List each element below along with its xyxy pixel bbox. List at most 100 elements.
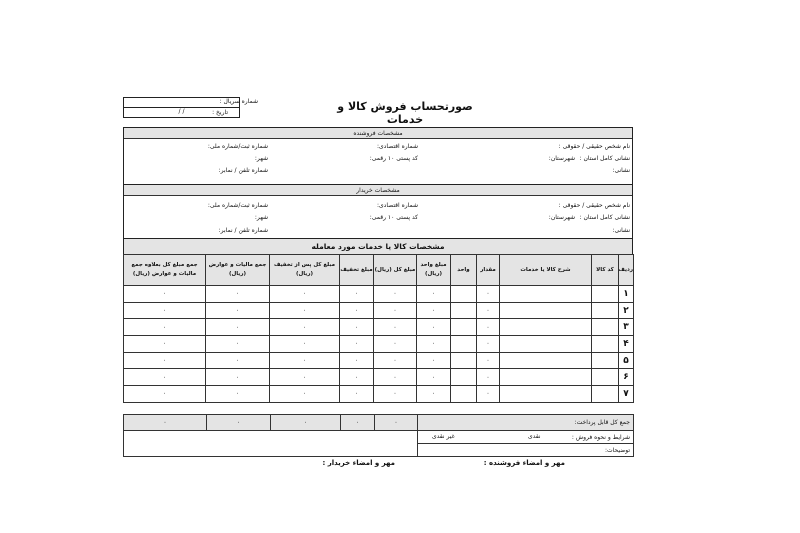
seller-postal-label: کد پستی ۱۰ رقمی: (369, 155, 418, 162)
table-cell[interactable]: ۰ (269, 285, 340, 303)
sale-terms: شرایط و نحوه فروش : نقدی غیر نقدی (417, 430, 634, 444)
table-cell[interactable]: ۰ (123, 385, 206, 403)
table-cell[interactable] (591, 285, 619, 303)
table-cell[interactable]: ۰ (373, 301, 417, 320)
table-cell[interactable]: ۰ (339, 351, 374, 370)
table-cell[interactable]: ۰ (123, 335, 206, 353)
table-cell[interactable]: ۰ (269, 318, 340, 337)
table-cell[interactable] (450, 285, 477, 303)
date-label: تاریخ : (212, 109, 228, 116)
table-cell[interactable]: ۰ (416, 335, 451, 353)
table-cell[interactable]: ۰ (205, 335, 270, 353)
cash-option[interactable]: نقدی (528, 433, 541, 440)
col-row: ردیف (618, 254, 634, 286)
buyer-national-label: شماره ثبت/شماره ملی: (207, 202, 268, 209)
table-cell[interactable] (499, 351, 592, 370)
row-number: ۱ (618, 285, 634, 303)
table-cell[interactable] (591, 368, 619, 387)
table-cell[interactable] (591, 335, 619, 353)
table-cell[interactable]: ۰ (339, 385, 374, 403)
table-cell[interactable]: ۰ (416, 368, 451, 387)
sale-terms-label: شرایط و نحوه فروش : (571, 433, 630, 441)
table-cell[interactable] (591, 301, 619, 320)
table-cell[interactable]: ۰ (416, 285, 451, 303)
table-cell[interactable]: ۰ (416, 385, 451, 403)
seller-signature-label: مهر و امضاء فروشنده : (483, 459, 565, 467)
page-title: صورتحساب فروش کالا و خدمات (337, 100, 473, 126)
table-cell[interactable]: ۰ (476, 351, 500, 370)
col-total: مبلغ کل (ریال) (373, 254, 417, 286)
table-cell[interactable] (499, 285, 592, 303)
col-code: کد کالا (591, 254, 619, 286)
serial-label: شماره سریال : (219, 98, 258, 105)
table-cell[interactable] (450, 368, 477, 387)
totals-table: جمع کل قابل پرداخت: ۰ ۰ ۰ ۰ ۰ شرایط و نح… (123, 414, 634, 457)
table-cell[interactable]: ۰ (476, 368, 500, 387)
row-number: ۳ (618, 318, 634, 337)
table-cell[interactable]: ۰ (416, 318, 451, 337)
table-cell[interactable]: ۰ (205, 318, 270, 337)
seller-phone-label: شماره تلفن / نمابر: (218, 167, 268, 174)
table-cell[interactable]: ۰ (476, 335, 500, 353)
table-cell[interactable] (450, 351, 477, 370)
table-cell[interactable]: ۰ (476, 385, 500, 403)
table-cell[interactable]: ۰ (373, 351, 417, 370)
total-sum: ۰ (374, 414, 418, 431)
col-tax: جمع مالیات و عوارض (ریال) (205, 254, 270, 286)
table-cell[interactable] (591, 318, 619, 337)
buyer-name-label: نام شخص حقیقی / حقوقی : (558, 202, 630, 209)
notes-area[interactable] (123, 430, 418, 457)
date-field[interactable]: / / (123, 107, 240, 118)
table-cell[interactable]: ۰ (476, 318, 500, 337)
table-cell[interactable]: ۰ (269, 301, 340, 320)
table-cell[interactable]: ۰ (373, 285, 417, 303)
col-discount: مبلغ تخفیف (339, 254, 374, 286)
table-cell[interactable] (499, 385, 592, 403)
table-cell[interactable]: ۰ (123, 301, 206, 320)
table-cell[interactable]: ۰ (373, 318, 417, 337)
table-cell[interactable]: ۰ (205, 285, 270, 303)
table-cell[interactable]: ۰ (373, 335, 417, 353)
table-cell[interactable]: ۰ (416, 301, 451, 320)
goods-header: مشخصات کالا یا خدمات مورد معامله (124, 238, 632, 254)
table-cell[interactable] (499, 335, 592, 353)
table-cell[interactable]: ۰ (269, 335, 340, 353)
seller-economic-label: شماره اقتصادی: (376, 143, 418, 150)
table-cell[interactable]: ۰ (205, 385, 270, 403)
table-cell[interactable]: ۰ (269, 368, 340, 387)
table-cell[interactable]: ۰ (205, 351, 270, 370)
table-cell[interactable]: ۰ (205, 368, 270, 387)
col-grand-total: جمع مبلغ کل بعلاوه جمع مالیات و عوارض (ر… (123, 254, 206, 286)
table-cell[interactable]: ۰ (269, 385, 340, 403)
table-cell[interactable]: ۰ (123, 351, 206, 370)
table-cell[interactable]: ۰ (339, 301, 374, 320)
table-cell[interactable] (450, 385, 477, 403)
credit-option[interactable]: غیر نقدی (432, 433, 455, 440)
table-cell[interactable]: ۰ (339, 285, 374, 303)
table-cell[interactable]: ۰ (476, 285, 500, 303)
col-after-discount: مبلغ کل پس از تخفیف (ریال) (269, 254, 340, 286)
table-cell[interactable]: ۰ (373, 385, 417, 403)
table-cell[interactable]: ۰ (123, 285, 206, 303)
table-cell[interactable]: ۰ (476, 301, 500, 320)
table-cell[interactable]: ۰ (123, 318, 206, 337)
table-cell[interactable] (499, 301, 592, 320)
table-cell[interactable]: ۰ (339, 335, 374, 353)
table-cell[interactable] (591, 385, 619, 403)
table-cell[interactable] (591, 351, 619, 370)
seller-header: مشخصات فروشنده (124, 128, 632, 139)
date-value: / / (178, 108, 185, 115)
table-cell[interactable] (450, 301, 477, 320)
table-cell[interactable]: ۰ (269, 351, 340, 370)
table-cell[interactable] (499, 368, 592, 387)
table-cell[interactable] (450, 335, 477, 353)
table-cell[interactable]: ۰ (339, 318, 374, 337)
table-cell[interactable]: ۰ (123, 368, 206, 387)
table-cell[interactable]: ۰ (339, 368, 374, 387)
table-cell[interactable]: ۰ (373, 368, 417, 387)
table-cell[interactable] (450, 318, 477, 337)
table-cell[interactable]: ۰ (416, 351, 451, 370)
table-cell[interactable] (499, 318, 592, 337)
table-cell[interactable]: ۰ (205, 301, 270, 320)
